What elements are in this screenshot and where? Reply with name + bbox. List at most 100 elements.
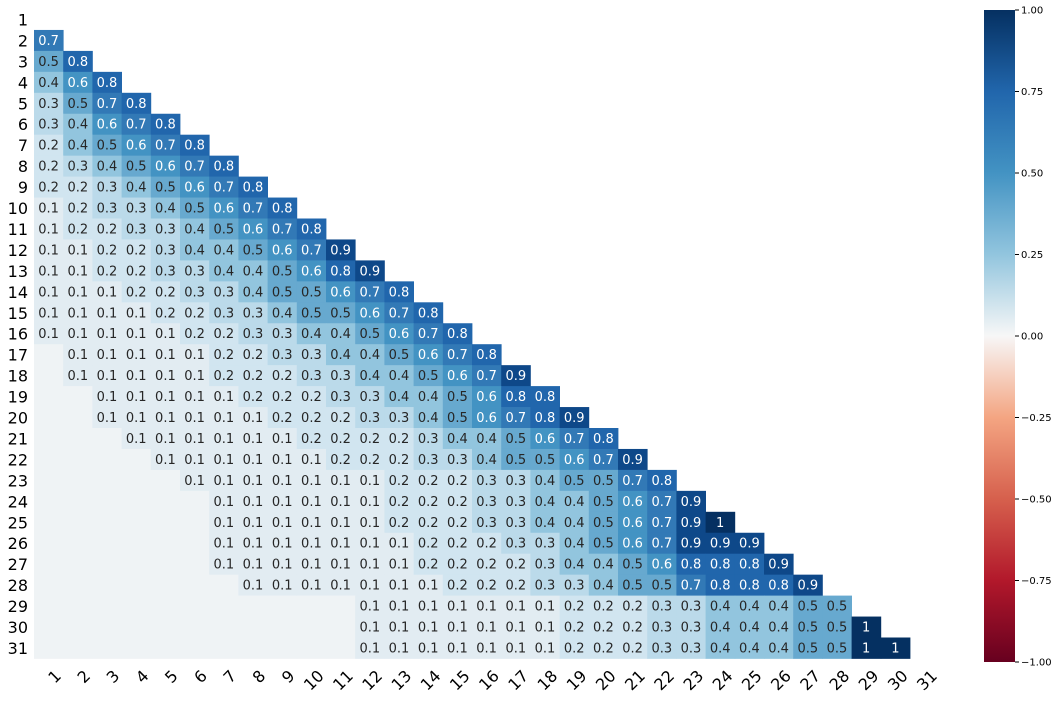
heatmap-cell xyxy=(34,553,64,576)
cell-value-label: 0.7 xyxy=(564,432,585,447)
column-tick-label: 25 xyxy=(738,666,766,694)
heatmap-cell xyxy=(296,281,327,303)
cell-value-label: 0.8 xyxy=(155,118,176,133)
heatmap-cell xyxy=(92,532,122,555)
cell-value-label: 0.2 xyxy=(389,453,410,468)
column-tick-label: 3 xyxy=(103,666,124,687)
cell-value-label: 0.6 xyxy=(476,390,497,405)
cell-value-label: 0.8 xyxy=(418,306,439,321)
heatmap-cell xyxy=(180,637,210,659)
column-tick-label: 11 xyxy=(329,666,357,694)
cell-value-label: 0.1 xyxy=(272,558,293,573)
cell-value-label: 0.1 xyxy=(184,432,205,447)
cell-value-label: 0.2 xyxy=(301,390,322,405)
cell-value-label: 0.3 xyxy=(38,118,59,133)
cell-value-label: 0.3 xyxy=(476,495,497,510)
cell-value-label: 1 xyxy=(862,641,870,656)
heatmap-cell xyxy=(618,595,648,617)
heatmap-cell xyxy=(63,469,93,492)
heatmap-cell xyxy=(150,239,181,261)
heatmap-cell xyxy=(121,616,152,638)
cell-value-label: 0.5 xyxy=(359,327,380,342)
cell-value-label: 0.1 xyxy=(126,327,147,342)
heatmap-cell xyxy=(63,281,93,303)
heatmap-cell xyxy=(209,323,239,345)
heatmap-cell xyxy=(384,616,414,638)
heatmap-cell xyxy=(618,637,648,659)
cell-value-label: 0.2 xyxy=(622,641,643,656)
cell-value-label: 0.9 xyxy=(797,579,818,594)
heatmap-cell xyxy=(355,344,385,366)
cell-value-label: 0.5 xyxy=(38,55,59,70)
heatmap-cell xyxy=(150,469,181,492)
heatmap-cell xyxy=(121,386,152,408)
heatmap-cell xyxy=(559,616,590,638)
cell-value-label: 0.3 xyxy=(38,97,59,112)
row-tick-label: 12 xyxy=(8,241,28,260)
heatmap-cell xyxy=(647,511,677,534)
heatmap-cell xyxy=(530,386,560,408)
cell-value-label: 0.1 xyxy=(476,641,497,656)
heatmap-cell xyxy=(384,469,414,492)
cell-value-label: 0.4 xyxy=(447,432,468,447)
column-tick-label: 8 xyxy=(249,666,270,687)
cell-value-label: 0.4 xyxy=(330,327,351,342)
heatmap-cell xyxy=(209,469,239,492)
cell-value-label: 0.1 xyxy=(155,432,176,447)
cell-value-label: 0.3 xyxy=(272,348,293,363)
heatmap-cell xyxy=(150,302,181,324)
cell-value-label: 0.1 xyxy=(330,579,351,594)
heatmap-cell xyxy=(296,386,327,408)
cell-value-label: 0.1 xyxy=(418,641,439,656)
heatmap-cell xyxy=(384,490,414,513)
cell-value-label: 0.2 xyxy=(447,474,468,489)
cell-value-label: 0.2 xyxy=(184,306,205,321)
cell-value-label: 0.1 xyxy=(97,285,118,300)
heatmap-cell xyxy=(793,616,823,638)
cell-value-label: 0.4 xyxy=(38,76,59,91)
cell-value-label: 0.1 xyxy=(330,537,351,552)
heatmap-cell xyxy=(296,469,327,492)
cell-value-label: 0.1 xyxy=(272,579,293,594)
cell-value-label: 0.1 xyxy=(535,621,556,636)
cell-value-label: 0.4 xyxy=(768,641,789,656)
heatmap-cell xyxy=(501,511,531,534)
heatmap-cell xyxy=(326,302,356,324)
heatmap-cell xyxy=(384,344,414,366)
heatmap-cell xyxy=(180,239,210,261)
heatmap-cell xyxy=(472,616,502,638)
heatmap-cell xyxy=(705,511,736,534)
heatmap-cell xyxy=(92,197,122,219)
cell-value-label: 0.2 xyxy=(564,621,585,636)
heatmap-cell xyxy=(180,407,210,429)
cell-value-label: 0.5 xyxy=(184,202,205,217)
heatmap-cell xyxy=(267,532,298,555)
cell-value-label: 0.5 xyxy=(827,600,848,615)
heatmap-cell xyxy=(734,637,765,659)
heatmap-cell xyxy=(676,637,706,659)
heatmap-cell xyxy=(355,469,385,492)
cell-value-label: 0.5 xyxy=(622,558,643,573)
column-tick-label: 7 xyxy=(219,666,240,687)
cell-value-label: 0.5 xyxy=(593,537,614,552)
cell-value-label: 0.3 xyxy=(243,306,264,321)
heatmap-cell xyxy=(92,428,122,450)
row-tick-label: 17 xyxy=(8,346,28,365)
column-tick-label: 4 xyxy=(132,666,153,687)
heatmap-cell xyxy=(150,365,181,387)
column-tick-label: 21 xyxy=(621,666,649,694)
heatmap-cell xyxy=(34,29,64,52)
heatmap-cell xyxy=(588,511,619,534)
heatmap-cell xyxy=(355,428,385,450)
cell-value-label: 0.3 xyxy=(213,306,234,321)
heatmap-cell xyxy=(209,595,239,617)
heatmap-cell xyxy=(150,386,181,408)
heatmap-cell xyxy=(180,532,210,555)
cell-value-label: 0.6 xyxy=(447,369,468,384)
heatmap-cell xyxy=(34,50,64,73)
heatmap-cell xyxy=(121,490,152,513)
heatmap-cell xyxy=(588,616,619,638)
heatmap-cell xyxy=(413,323,444,345)
heatmap-cell xyxy=(501,365,531,387)
cell-value-label: 0.1 xyxy=(213,474,234,489)
